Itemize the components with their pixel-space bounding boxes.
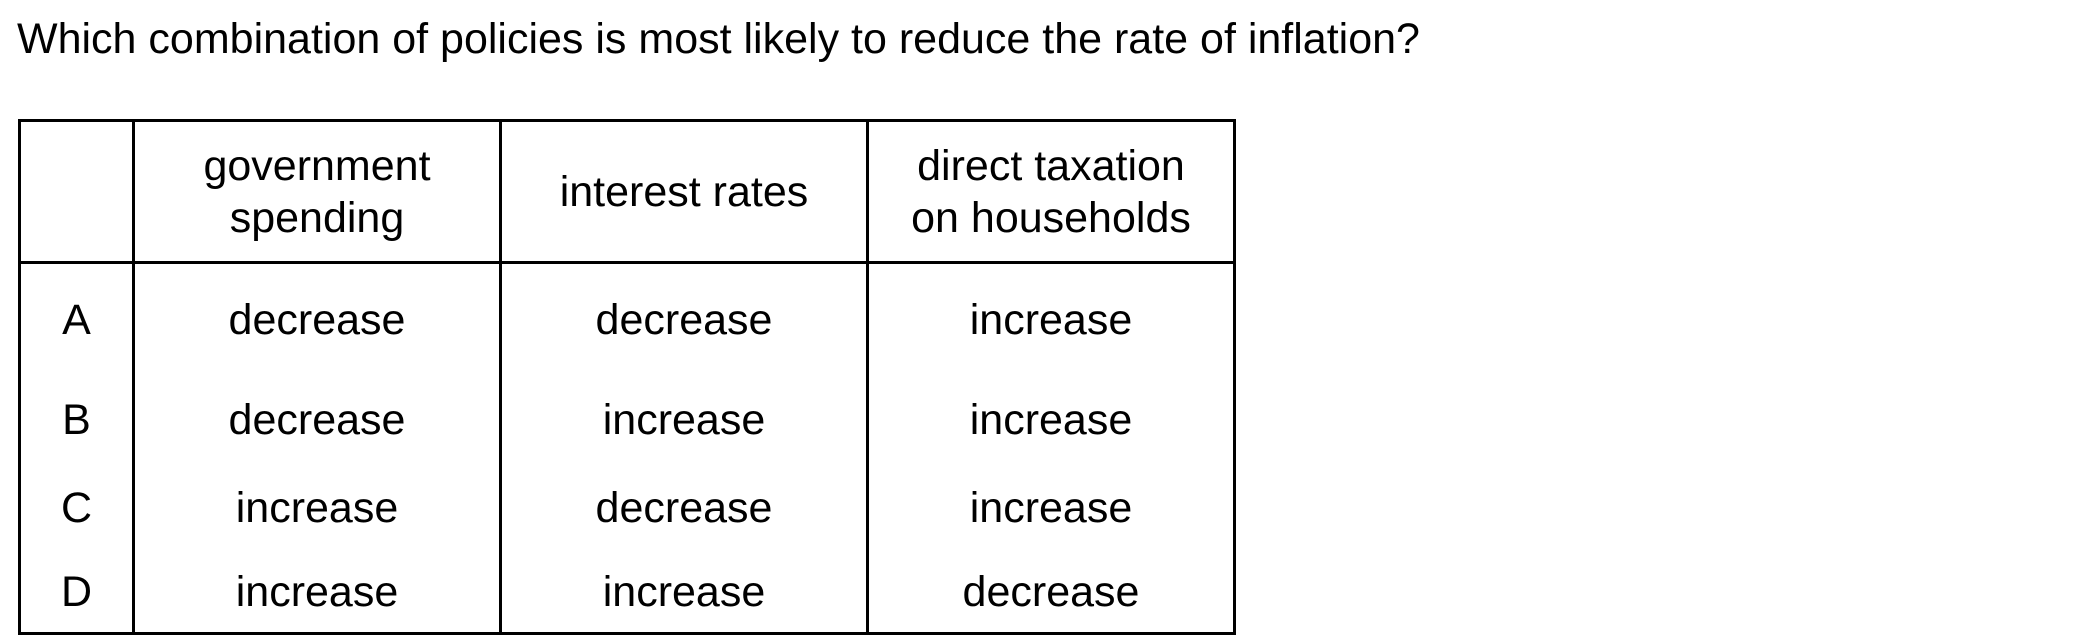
option-row-b: B decrease increase increase <box>18 376 1236 464</box>
interest-rates-cell: decrease <box>499 262 869 376</box>
government-spending-cell: decrease <box>132 262 502 376</box>
option-row-d: D increase increase decrease <box>18 552 1236 635</box>
header-option-letter <box>18 119 135 264</box>
interest-rates-cell: increase <box>499 376 869 464</box>
header-line: direct taxation <box>917 141 1185 190</box>
option-letter: B <box>18 376 135 464</box>
direct-taxation-cell: decrease <box>866 552 1236 635</box>
header-government-spending: government spending <box>132 119 502 264</box>
header-line: government <box>203 141 431 190</box>
option-row-c: C increase decrease increase <box>18 464 1236 552</box>
option-letter: C <box>18 464 135 552</box>
government-spending-cell: decrease <box>132 376 502 464</box>
header-interest-rates: interest rates <box>499 119 869 264</box>
option-letter: A <box>18 262 135 376</box>
option-letter: D <box>18 552 135 635</box>
question-text: Which combination of policies is most li… <box>17 15 1420 63</box>
government-spending-cell: increase <box>132 552 502 635</box>
header-line: interest rates <box>559 167 809 216</box>
table-header-row: government spending interest rates direc… <box>18 119 1236 264</box>
interest-rates-cell: increase <box>499 552 869 635</box>
direct-taxation-cell: increase <box>866 464 1236 552</box>
direct-taxation-cell: increase <box>866 262 1236 376</box>
options-table: government spending interest rates direc… <box>18 119 1236 635</box>
government-spending-cell: increase <box>132 464 502 552</box>
direct-taxation-cell: increase <box>866 376 1236 464</box>
option-row-a: A decrease decrease increase <box>18 262 1236 376</box>
header-line: spending <box>229 193 405 242</box>
header-line: on households <box>911 193 1191 242</box>
header-direct-taxation: direct taxation on households <box>866 119 1236 264</box>
interest-rates-cell: decrease <box>499 464 869 552</box>
